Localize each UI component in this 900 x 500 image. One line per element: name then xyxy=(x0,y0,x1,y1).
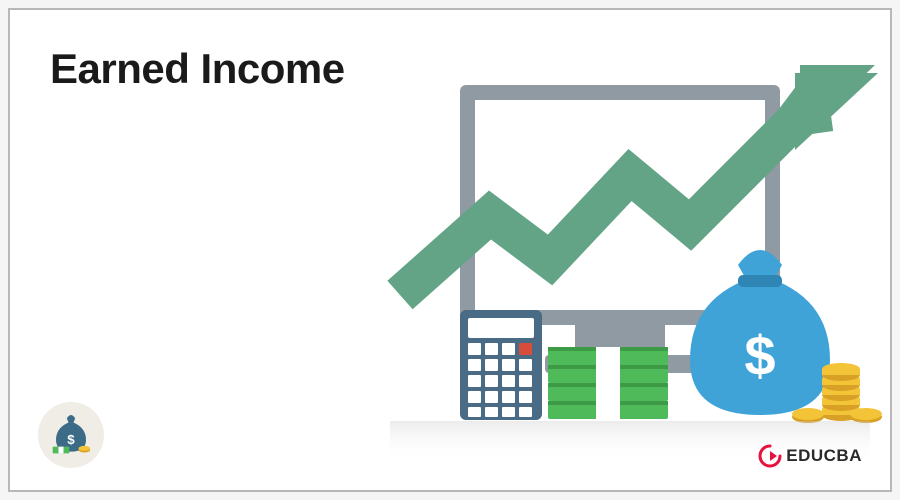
svg-text:$: $ xyxy=(67,432,75,447)
page-title: Earned Income xyxy=(50,45,345,93)
earned-income-illustration: $ xyxy=(330,65,850,455)
calculator-icon xyxy=(460,310,542,420)
corner-badge: $ xyxy=(38,402,104,468)
cash-stack-icon xyxy=(548,347,668,419)
brand-mark-icon xyxy=(758,444,782,468)
money-badge-icon: $ xyxy=(46,410,96,460)
illustration-svg: $ xyxy=(330,65,890,465)
canvas: Earned Income xyxy=(8,8,892,492)
brand-logo: EDUCBA xyxy=(758,444,862,468)
brand-name: EDUCBA xyxy=(786,446,862,466)
svg-text:$: $ xyxy=(744,324,775,387)
